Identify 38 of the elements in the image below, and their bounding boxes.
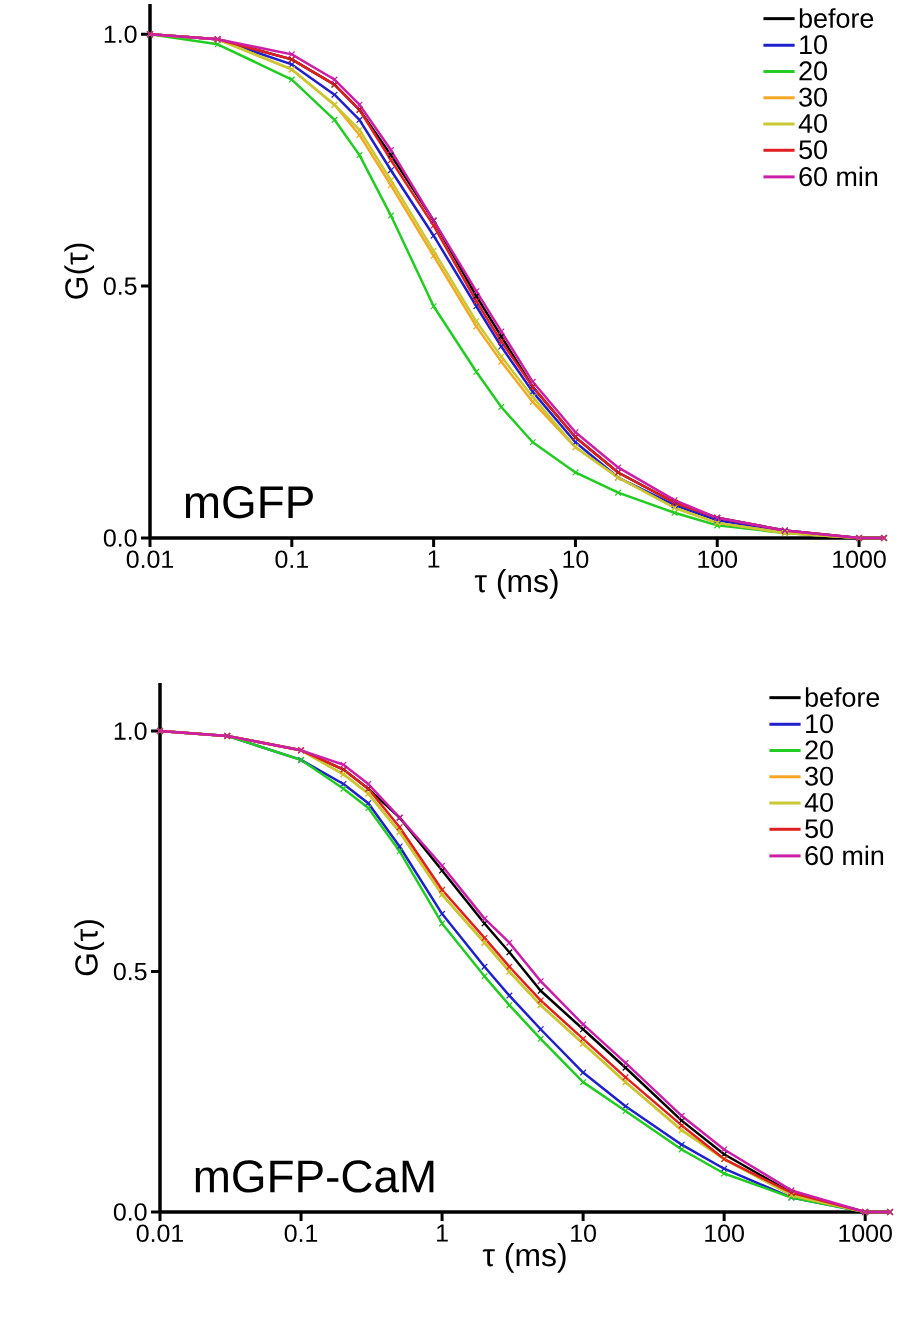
legend-label: 50 (805, 819, 833, 839)
y-tick-label: 0.0 (113, 1203, 147, 1221)
x-tick-label: 0.01 (126, 550, 174, 569)
legend-label: before (799, 8, 874, 28)
legend-label: before (805, 687, 880, 707)
x-tick-label: 1000 (839, 1224, 892, 1243)
x-tick-label: 0.1 (275, 550, 308, 569)
annotation: mGFP (185, 485, 313, 519)
y-tick-label: 1.0 (104, 25, 137, 44)
x-tick-label: 0.1 (284, 1224, 318, 1243)
legend-label: 60 min (805, 845, 884, 866)
y-tick-label: 0.0 (103, 529, 137, 547)
x-axis-title: τ (ms) (482, 1242, 566, 1273)
x-tick-label: 1 (437, 1224, 448, 1242)
legend-label: 40 (804, 792, 833, 812)
y-tick-label: 0.5 (113, 962, 147, 981)
legend-label: 20 (799, 61, 827, 81)
x-tick-label: 100 (698, 550, 738, 569)
x-tick-label: 10 (563, 550, 589, 569)
x-axis-title: τ (ms) (474, 568, 558, 599)
y-axis-title: G(τ) (64, 243, 95, 299)
x-tick-label: 1 (428, 550, 440, 568)
x-tick-label: 0.01 (136, 1224, 184, 1243)
legend-label: 30 (799, 87, 827, 107)
x-tick-label: 10 (571, 1224, 596, 1243)
annotation: mGFP-CaM (195, 1160, 434, 1193)
legend-label: 50 (799, 140, 827, 160)
y-tick-label: 0.5 (103, 277, 137, 295)
legend-label: 10 (800, 35, 827, 55)
y-tick-label: 1.0 (114, 722, 147, 740)
legend-label: 60 min (799, 166, 878, 187)
x-tick-label: 1000 (833, 550, 886, 569)
legend-label: 40 (798, 113, 827, 133)
legend-label: 20 (805, 740, 833, 760)
y-axis-title: G(τ) (74, 920, 105, 976)
legend-label: 30 (805, 766, 833, 786)
x-tick-label: 100 (705, 1224, 744, 1243)
legend-label: 10 (806, 714, 833, 734)
